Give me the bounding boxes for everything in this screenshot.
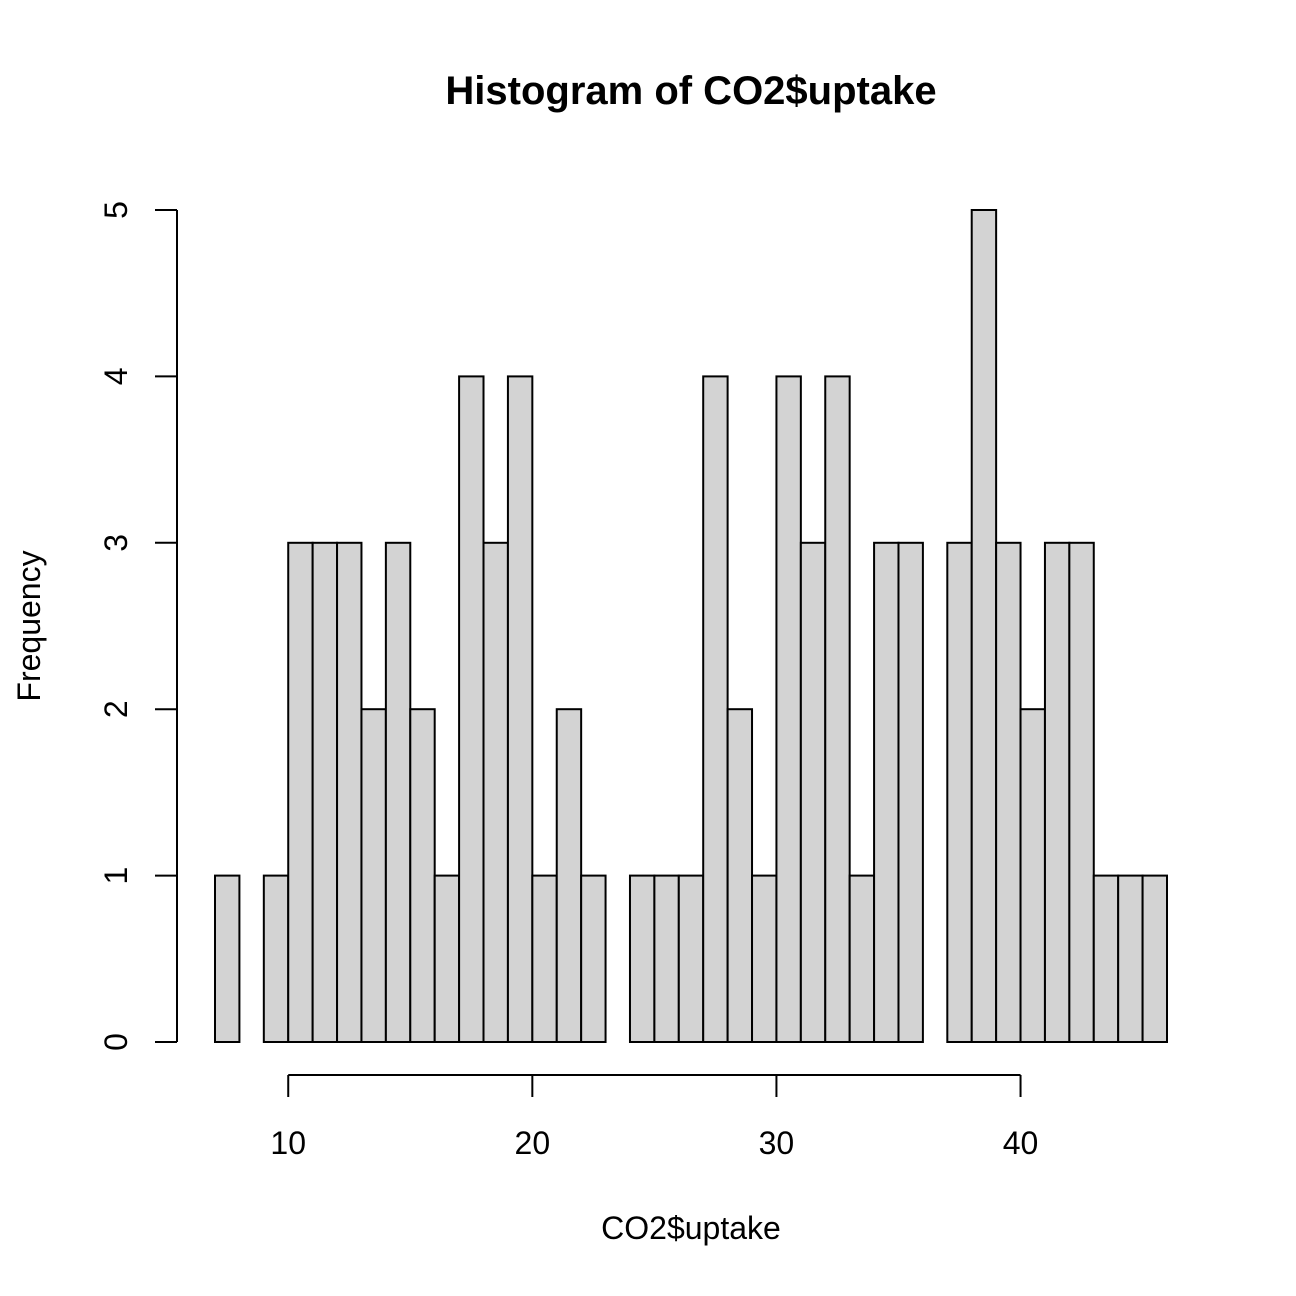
histogram-bar [311, 541, 339, 1043]
x-tick-label: 20 [515, 1125, 551, 1161]
y-tick-label: 1 [98, 867, 134, 885]
histogram-bar [433, 874, 461, 1043]
histogram-bar [555, 708, 583, 1043]
x-axis: 10 20 30 40 [270, 1074, 1039, 1161]
histogram-bar [873, 541, 900, 1043]
y-tick-label: 4 [98, 368, 134, 386]
histogram-bar [970, 209, 998, 1043]
histogram-bar [1092, 874, 1120, 1043]
histogram-bar [409, 708, 436, 1043]
bars-group [214, 209, 1168, 1043]
histogram-bar [458, 375, 485, 1043]
histogram-bar [262, 874, 290, 1043]
y-axis: 0 1 2 3 4 5 [98, 201, 178, 1051]
histogram-bar [946, 541, 973, 1043]
x-tick-label: 10 [270, 1125, 306, 1161]
histogram-bar [1117, 874, 1144, 1043]
histogram-bar [628, 874, 656, 1043]
histogram-bar [384, 541, 412, 1043]
histogram-bar [336, 541, 363, 1043]
histogram-bar [1043, 541, 1071, 1043]
histogram-bar [653, 874, 680, 1043]
histogram-bar [775, 375, 802, 1043]
histogram-bar [726, 708, 754, 1043]
histogram-bar [751, 874, 778, 1043]
histogram-bar [702, 375, 729, 1043]
histogram-bar [1141, 874, 1168, 1043]
histogram-bar [848, 874, 876, 1043]
x-tick-label: 40 [1003, 1125, 1039, 1161]
histogram-bar [482, 541, 509, 1043]
chart-title: Histogram of CO2$uptake [445, 69, 936, 113]
histogram-bar [506, 375, 534, 1043]
histogram-bar [1068, 541, 1095, 1043]
histogram-bar [995, 541, 1022, 1043]
histogram-bar [360, 708, 387, 1043]
histogram-bar [287, 541, 314, 1043]
y-tick-label: 3 [98, 534, 134, 552]
histogram-bar [677, 874, 705, 1043]
histogram-bar [214, 874, 241, 1043]
y-tick-label: 0 [98, 1033, 134, 1051]
histogram-bar [824, 375, 851, 1043]
x-tick-label: 30 [759, 1125, 795, 1161]
x-axis-label: CO2$uptake [601, 1210, 781, 1246]
histogram-bar [799, 541, 827, 1043]
y-tick-label: 5 [98, 201, 134, 219]
histogram-bar [1019, 708, 1046, 1043]
histogram-bar [580, 874, 607, 1043]
y-axis-label: Frequency [11, 550, 47, 701]
histogram-bar [897, 541, 924, 1043]
histogram-bar [531, 874, 558, 1043]
y-tick-label: 2 [98, 700, 134, 718]
